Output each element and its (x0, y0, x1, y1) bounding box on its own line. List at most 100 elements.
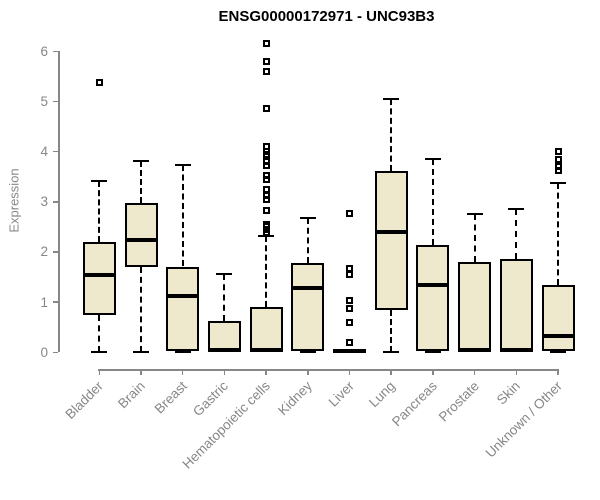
median-line (374, 229, 408, 234)
upper-whisker-cap (216, 272, 233, 275)
x-axis-tick (181, 369, 184, 375)
x-axis-tick (390, 369, 392, 375)
box-iqr (249, 307, 283, 353)
x-axis-tick (515, 369, 518, 375)
y-axis-tick (53, 150, 58, 153)
box-iqr (82, 241, 116, 315)
upper-whisker (265, 235, 268, 308)
outlier-point (95, 78, 103, 86)
median-line (82, 272, 116, 277)
outlier-point (346, 318, 353, 326)
lower-whisker-cap (299, 351, 316, 354)
median-line (333, 348, 366, 353)
outlier-point (262, 67, 270, 75)
x-axis-line (98, 369, 559, 371)
upper-whisker-cap (299, 217, 316, 220)
lower-whisker-cap (383, 351, 400, 354)
upper-whisker (98, 180, 101, 242)
upper-whisker (140, 160, 142, 203)
lower-whisker-cap (550, 351, 566, 354)
box-iqr (291, 263, 325, 351)
median-line (249, 347, 283, 352)
upper-whisker-cap (508, 208, 525, 211)
y-axis-tick-label: 3 (40, 194, 48, 210)
outlier-point (262, 105, 270, 113)
lower-whisker-cap (174, 351, 191, 354)
outlier-point (346, 338, 353, 346)
upper-whisker (223, 273, 226, 322)
x-axis-tick (140, 369, 142, 375)
box-iqr (541, 284, 575, 352)
median-line (207, 347, 241, 352)
upper-whisker-cap (91, 179, 108, 182)
x-axis-tick (265, 369, 267, 375)
y-axis-line (58, 51, 60, 353)
median-line (499, 348, 533, 353)
outlier-point (554, 148, 562, 156)
median-line (458, 348, 492, 353)
lower-whisker-cap (133, 351, 149, 354)
y-axis-tick (53, 100, 58, 103)
y-axis-tick (53, 351, 58, 354)
x-axis-tick (98, 369, 101, 375)
y-axis-tick (53, 251, 58, 253)
lower-whisker-cap (424, 351, 441, 354)
upper-whisker (306, 218, 309, 264)
median-line (291, 286, 325, 291)
upper-whisker-cap (383, 97, 400, 100)
box-iqr (124, 202, 158, 267)
y-axis-tick-label: 0 (40, 344, 48, 360)
upper-whisker-cap (133, 159, 149, 162)
median-line (541, 333, 575, 338)
outlier-point (262, 192, 270, 200)
upper-whisker-cap (466, 213, 483, 216)
x-axis-tick (348, 369, 351, 375)
outlier-point (346, 296, 353, 304)
upper-whisker (390, 98, 393, 171)
box-iqr (458, 262, 492, 353)
x-axis-tick (473, 369, 476, 375)
outlier-point (262, 40, 270, 48)
lower-whisker (390, 309, 393, 353)
outlier-point (554, 167, 562, 175)
median-line (124, 237, 158, 242)
y-axis-tick-label: 5 (40, 93, 48, 109)
outlier-point (346, 265, 353, 273)
y-axis-tick-label: 6 (40, 43, 48, 59)
median-line (416, 282, 450, 287)
y-axis-tick-label: 2 (40, 244, 48, 260)
lower-whisker (98, 314, 101, 353)
box-iqr (374, 170, 408, 310)
outlier-point (262, 172, 270, 180)
outlier-point (554, 155, 562, 163)
outlier-point (346, 209, 353, 217)
outlier-point (262, 185, 270, 193)
upper-whisker (181, 165, 184, 267)
upper-whisker-cap (550, 182, 566, 185)
outlier-point (262, 175, 270, 183)
upper-whisker (515, 209, 518, 259)
outlier-point (262, 150, 270, 158)
chart-title: ENSG00000172971 - UNC93B3 (218, 8, 435, 25)
outlier-point (262, 57, 270, 65)
x-axis-tick (223, 369, 226, 375)
upper-whisker (557, 183, 559, 285)
y-axis-tick-label: 4 (40, 144, 48, 160)
x-axis-tick (307, 369, 309, 375)
outlier-point (346, 271, 353, 279)
y-axis-tick-label: 1 (40, 294, 48, 310)
outlier-point (262, 229, 270, 237)
box-iqr (166, 266, 200, 351)
lower-whisker (140, 267, 142, 353)
x-axis-tick (432, 369, 434, 375)
x-axis-tick (557, 369, 559, 375)
y-axis-tick (53, 301, 58, 303)
upper-whisker-cap (174, 164, 191, 167)
y-axis-tick (53, 50, 58, 53)
lower-whisker-cap (91, 351, 108, 354)
median-line (166, 294, 200, 299)
outlier-point (262, 195, 270, 203)
y-axis-tick (53, 201, 58, 203)
box-iqr (416, 244, 450, 352)
